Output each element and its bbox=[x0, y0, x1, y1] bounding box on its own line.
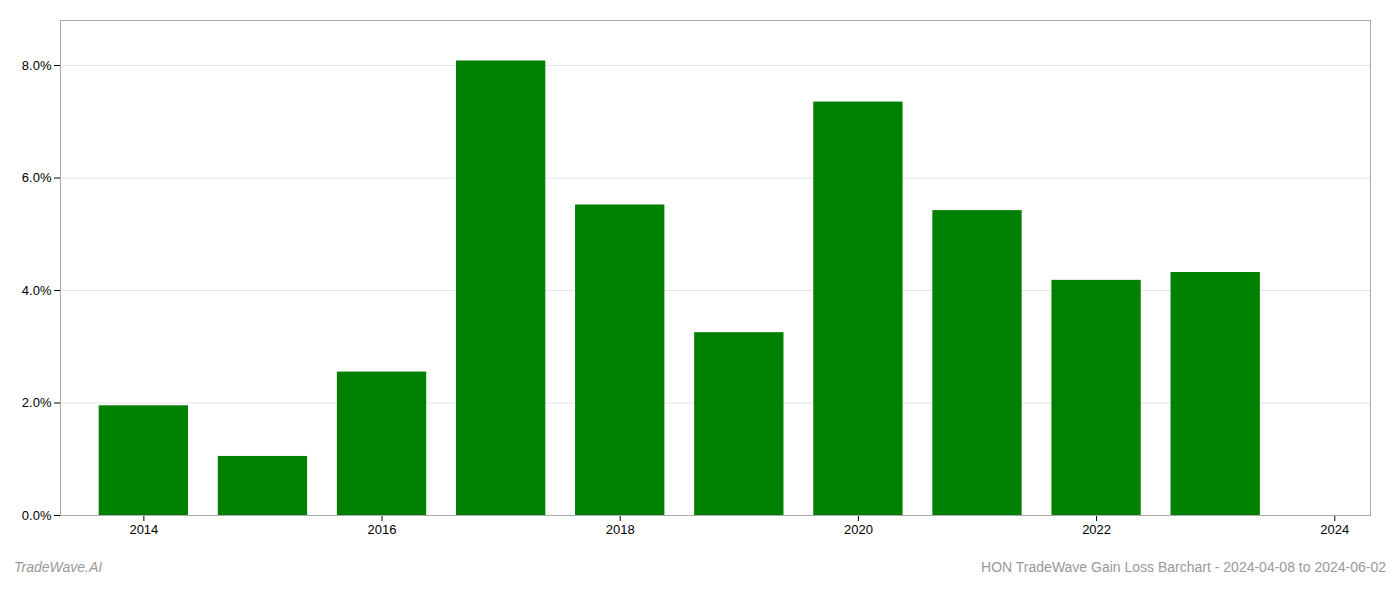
svg-text:2.0%: 2.0% bbox=[22, 395, 52, 410]
svg-text:2020: 2020 bbox=[844, 522, 873, 537]
svg-text:4.0%: 4.0% bbox=[22, 283, 52, 298]
html-text:HON TradeWave Gain Loss Barcha: HON TradeWave Gain Loss Barchart - 2024-… bbox=[981, 559, 1386, 575]
html-text:TradeWave.AI: TradeWave.AI bbox=[14, 559, 103, 575]
svg-text:0.0%: 0.0% bbox=[22, 508, 52, 523]
svg-text:2014: 2014 bbox=[129, 522, 158, 537]
svg-text:2022: 2022 bbox=[1082, 522, 1111, 537]
svg-text:8.0%: 8.0% bbox=[22, 58, 52, 73]
svg-text:2024: 2024 bbox=[1320, 522, 1349, 537]
svg-text:2018: 2018 bbox=[606, 522, 635, 537]
svg-text:2016: 2016 bbox=[368, 522, 397, 537]
svg-text:6.0%: 6.0% bbox=[22, 170, 52, 185]
